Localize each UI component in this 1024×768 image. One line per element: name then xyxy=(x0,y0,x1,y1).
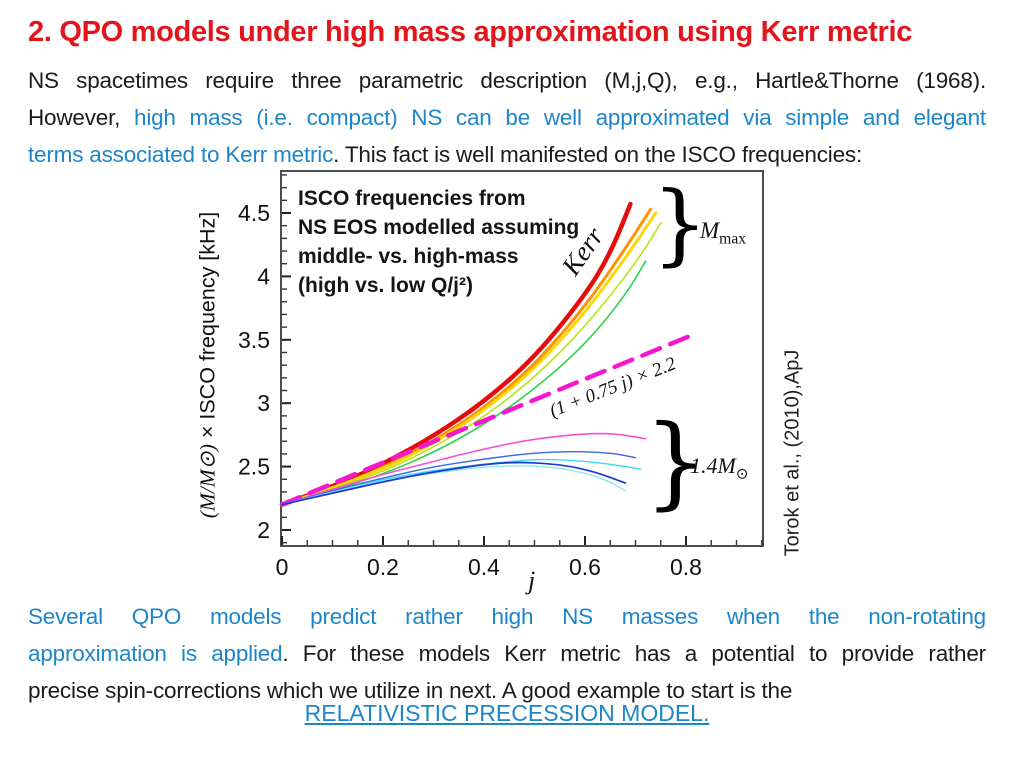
intro-line-2-black: However, xyxy=(28,105,121,130)
x-tick-label: 0.2 xyxy=(367,554,399,580)
mmax-group-label: Mmax xyxy=(700,218,746,249)
mmax-base: M xyxy=(700,218,720,243)
closing-line-2-black: . For these models Kerr metric has a pot… xyxy=(282,641,986,666)
closing-line-1: Several QPO models predict rather high N… xyxy=(28,598,986,635)
series-eos-14msun-darkblue xyxy=(281,461,627,506)
isco-figure: 0 0.2 0.4 0.6 0.8 2 2.5 3 3.5 4 4.5 ISCO frequenci… xyxy=(170,160,842,608)
x-tick-label: 0 xyxy=(276,554,289,580)
y-tick-label: 2.5 xyxy=(238,454,270,480)
mmax-brace: } xyxy=(652,172,708,275)
figure-note-line-2: NS EOS modelled assuming xyxy=(298,216,580,239)
y-tick-label: 4 xyxy=(257,263,270,289)
msun-sub: ⊙ xyxy=(735,466,749,483)
intro-line-3-black: . This fact is well manifested on the IS… xyxy=(333,142,862,167)
intro-line-2-blue: high mass (i.e. compact) NS can be well … xyxy=(134,105,986,130)
intro-line-1: NS spacetimes require three parametric d… xyxy=(28,62,986,99)
msun-brace: } xyxy=(644,403,708,520)
citation-rotated: Torok et al., (2010),ApJ xyxy=(781,349,804,557)
intro-line-3-blue: terms associated to Kerr metric xyxy=(28,142,334,167)
figure-note: ISCO frequencies from NS EOS modelled as… xyxy=(298,184,579,300)
figure-note-line-3: middle- vs. high-mass xyxy=(298,245,519,268)
slide-title: 2. QPO models under high mass approximat… xyxy=(28,16,913,48)
closing-line-1-blue: Several QPO models predict rather high N… xyxy=(28,604,986,629)
series-eos-mmax-lightgreen xyxy=(281,222,662,506)
x-tick-label: 0.6 xyxy=(569,554,601,580)
series-kerr-formula-dashed xyxy=(279,331,699,507)
y-tick-label: 4.5 xyxy=(238,200,270,226)
relativistic-precession-model-link[interactable]: RELATIVISTIC PRECESSION MODEL. xyxy=(304,700,710,726)
x-tick-label: 0.8 xyxy=(670,554,702,580)
series-eos-14msun-pink xyxy=(281,432,647,506)
y-axis-label-math: (M/M⊙) xyxy=(195,444,220,519)
series-eos-14msun-blue xyxy=(281,451,637,506)
y-axis-label: (M/M⊙) × ISCO frequency [kHz] xyxy=(196,212,221,519)
mmax-sub: max xyxy=(719,230,747,248)
y-tick-label: 3 xyxy=(257,390,270,416)
closing-line-3: precise spin-corrections which we utiliz… xyxy=(28,678,793,703)
link-row: RELATIVISTIC PRECESSION MODEL. xyxy=(28,700,986,727)
msun-base: 1.4M xyxy=(690,453,736,478)
isco-plot: 0 0.2 0.4 0.6 0.8 2 2.5 3 3.5 4 4.5 xyxy=(238,170,764,580)
x-axis-label: j xyxy=(528,566,536,595)
msun-group-label: 1.4M⊙ xyxy=(690,453,748,483)
x-tick-label: 0.4 xyxy=(468,554,500,580)
intro-paragraph: NS spacetimes require three parametric d… xyxy=(28,62,986,173)
figure-note-line-4: (high vs. low Q/j²) xyxy=(298,274,473,297)
intro-line-1-text: NS spacetimes require three parametric d… xyxy=(28,68,986,93)
plot-frame xyxy=(280,170,764,547)
series-kerr xyxy=(279,201,633,507)
closing-line-2-blue: approximation is applied xyxy=(28,641,283,666)
closing-line-2: approximation is applied. For these mode… xyxy=(28,635,986,672)
series-eos-14msun-lightcyan xyxy=(281,465,627,506)
series-eos-mmax-yellow xyxy=(280,211,658,507)
y-tick-label: 3.5 xyxy=(238,327,270,353)
y-axis-label-rest: × ISCO frequency [kHz] xyxy=(195,211,220,445)
y-tick-label: 2 xyxy=(257,517,270,543)
intro-line-2: However, high mass (i.e. compact) NS can… xyxy=(28,99,986,136)
intro-line-3: terms associated to Kerr metric. This fa… xyxy=(28,136,986,173)
figure-note-line-1: ISCO frequencies from xyxy=(298,187,526,210)
closing-paragraph: Several QPO models predict rather high N… xyxy=(28,598,986,709)
